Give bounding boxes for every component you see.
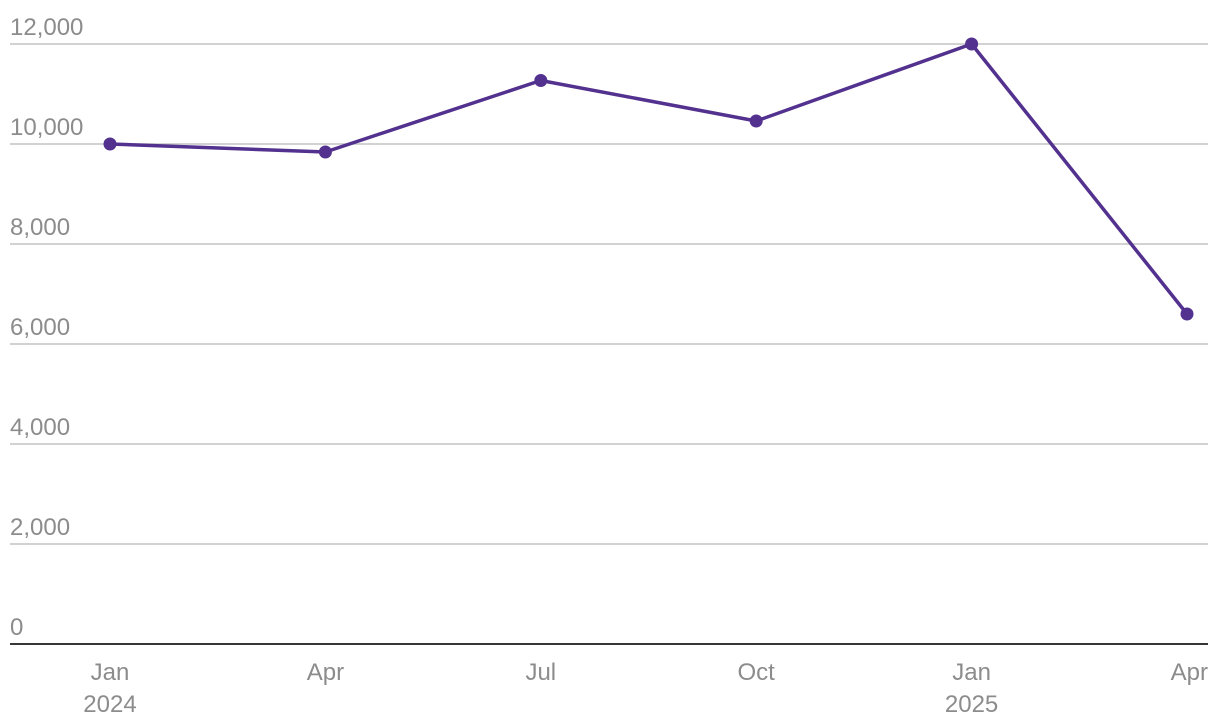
data-point-2024-07 [534,74,548,87]
x-tick-label-month: Jan [952,659,991,686]
y-tick-label-0: 0 [10,614,23,641]
x-tick-label-year: 2025 [945,691,998,718]
series-line [108,42,1189,316]
y-tick-label-10000: 10,000 [10,114,83,141]
y-tick-label-4000: 4,000 [10,414,70,441]
y-tick-label-8000: 8,000 [10,214,70,241]
y-axis-tick-labels: 0 2,000 4,000 6,000 8,000 10,000 12,000 [10,14,83,641]
y-tick-label-6000: 6,000 [10,314,70,341]
y-tick-label-2000: 2,000 [10,514,70,541]
x-tick-label-month: Apr [307,659,344,686]
x-tick-label-month: Jul [525,659,556,686]
gridlines [10,43,1208,545]
x-tick-label-year: 2024 [83,691,136,718]
data-point-2024-04 [318,145,332,159]
data-point-2025-01 [965,37,979,51]
data-point-2025-04 [1180,307,1194,321]
data-point-2024-01 [103,137,117,151]
x-tick-label-month: Oct [738,659,776,686]
series-layer [103,37,1194,321]
x-axis-tick-labels: Jan 2024 Apr Jul Oct Jan 2025 Apr [83,659,1208,718]
x-tick-label-month: Apr [1171,659,1208,686]
x-tick-label-month: Jan [91,659,130,686]
y-tick-label-12000: 12,000 [10,14,83,41]
data-point-2024-10 [749,114,763,128]
